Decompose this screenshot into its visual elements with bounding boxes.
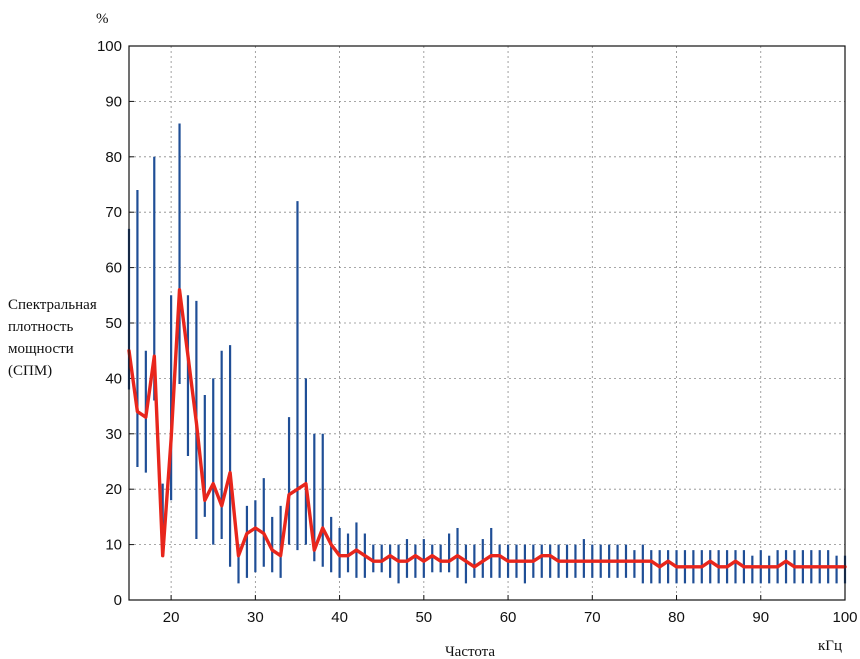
y-tick-label: 50 bbox=[105, 315, 122, 332]
plot-frame bbox=[128, 45, 846, 601]
y-tick-label: 70 bbox=[105, 204, 122, 221]
x-tick-label: 90 bbox=[752, 609, 769, 626]
range-bars bbox=[127, 123, 847, 584]
x-unit-label: кГц bbox=[818, 638, 842, 654]
y-axis-label-line: (СПМ) bbox=[8, 363, 53, 379]
y-tick-label: 40 bbox=[105, 370, 122, 387]
x-axis-label: Частота bbox=[445, 644, 495, 659]
y-axis-label-line: плотность bbox=[8, 319, 74, 335]
y-axis-label-line: мощности bbox=[8, 341, 74, 357]
y-unit-label: % bbox=[96, 11, 109, 27]
y-tick-label: 0 bbox=[114, 592, 122, 609]
y-tick-label: 80 bbox=[105, 149, 122, 166]
mean-line-layer bbox=[127, 288, 847, 569]
x-tick-label: 80 bbox=[668, 609, 685, 626]
y-tick-label: 90 bbox=[105, 93, 122, 110]
x-tick-label: 20 bbox=[163, 609, 180, 626]
x-tick-label: 30 bbox=[247, 609, 264, 626]
mean-line bbox=[127, 288, 847, 569]
x-tick-labels: 20 30 40 50 60 70 80 90 100 bbox=[163, 609, 858, 626]
x-tick-label: 70 bbox=[584, 609, 601, 626]
y-tick-label: 60 bbox=[105, 260, 122, 277]
y-axis-label-line: Спектральная bbox=[8, 297, 97, 313]
y-tick-label: 20 bbox=[105, 481, 122, 498]
x-tick-label: 40 bbox=[331, 609, 348, 626]
y-tick-labels: 0 10 20 30 40 50 60 70 80 90 100 bbox=[97, 38, 122, 609]
y-tick-label: 10 bbox=[105, 537, 122, 554]
y-tick-label: 30 bbox=[105, 426, 122, 443]
x-tick-label: 100 bbox=[832, 609, 857, 626]
y-tick-label: 100 bbox=[97, 38, 122, 55]
y-axis-label: Спектральная плотность мощности (СПМ) bbox=[8, 294, 128, 382]
x-tick-label: 60 bbox=[500, 609, 517, 626]
grid-lines bbox=[129, 45, 846, 601]
x-tick-label: 50 bbox=[415, 609, 432, 626]
